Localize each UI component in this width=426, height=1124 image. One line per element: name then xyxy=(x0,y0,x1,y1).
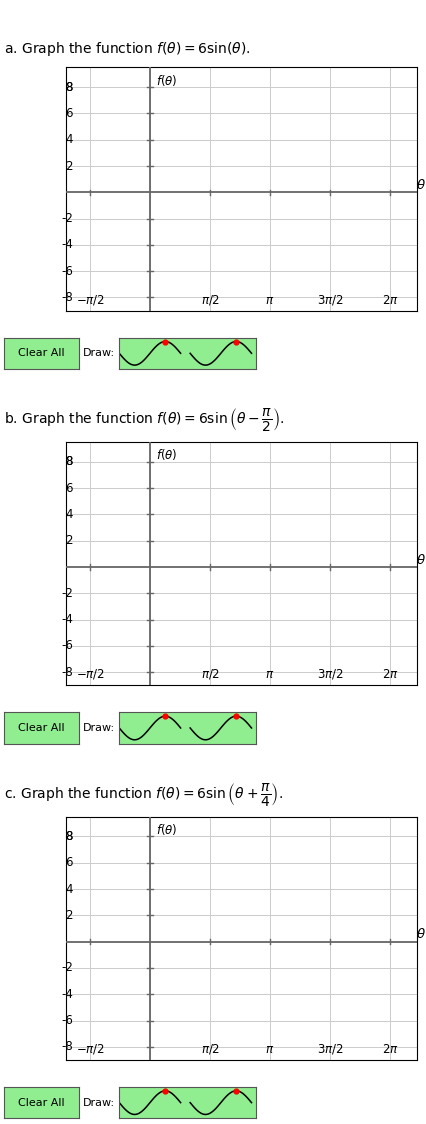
Text: $f(\theta)$: $f(\theta)$ xyxy=(156,73,177,88)
Text: $\theta$: $\theta$ xyxy=(416,553,426,566)
Text: 4: 4 xyxy=(66,134,73,146)
Text: c. Graph the function $f(\theta) = 6\sin\left(\theta + \dfrac{\pi}{4}\right)$.: c. Graph the function $f(\theta) = 6\sin… xyxy=(4,781,283,808)
Text: Clear All: Clear All xyxy=(18,1098,65,1107)
Text: 6: 6 xyxy=(66,856,73,869)
Text: b. Graph the function $f(\theta) = 6\sin\left(\theta - \dfrac{\pi}{2}\right)$.: b. Graph the function $f(\theta) = 6\sin… xyxy=(4,406,285,433)
Text: Draw:: Draw: xyxy=(83,348,115,359)
Text: -8: -8 xyxy=(61,665,73,679)
Text: $3\pi/2$: $3\pi/2$ xyxy=(317,292,343,307)
Text: 8: 8 xyxy=(66,830,73,843)
Text: 2: 2 xyxy=(66,534,73,547)
Text: 2: 2 xyxy=(66,909,73,922)
Text: $\pi$: $\pi$ xyxy=(265,669,275,681)
Text: $\pi$: $\pi$ xyxy=(265,293,275,307)
Text: $-\pi/2$: $-\pi/2$ xyxy=(76,292,104,307)
Text: -2: -2 xyxy=(61,587,73,600)
Text: $\pi$: $\pi$ xyxy=(265,1043,275,1055)
Text: Clear All: Clear All xyxy=(18,348,65,359)
Text: $\pi/2$: $\pi/2$ xyxy=(201,668,219,681)
Text: $f(\theta)$: $f(\theta)$ xyxy=(156,822,177,837)
Text: $-\pi/2$: $-\pi/2$ xyxy=(76,1042,104,1055)
Text: -2: -2 xyxy=(61,212,73,225)
Text: 6: 6 xyxy=(66,481,73,495)
Text: Draw:: Draw: xyxy=(83,1098,115,1107)
Text: -4: -4 xyxy=(61,988,73,1000)
Text: -8: -8 xyxy=(61,1041,73,1053)
Text: -6: -6 xyxy=(61,640,73,652)
Text: -8: -8 xyxy=(61,291,73,303)
Text: -4: -4 xyxy=(61,613,73,626)
Text: Draw:: Draw: xyxy=(83,723,115,733)
Text: $2\pi$: $2\pi$ xyxy=(382,669,398,681)
Text: 8: 8 xyxy=(66,81,73,93)
Text: a. Graph the function $f(\theta) = 6\sin(\theta)$.: a. Graph the function $f(\theta) = 6\sin… xyxy=(4,40,251,58)
Text: 8: 8 xyxy=(66,455,73,469)
Text: 4: 4 xyxy=(66,508,73,520)
Text: $3\pi/2$: $3\pi/2$ xyxy=(317,1042,343,1055)
Text: $-\pi/2$: $-\pi/2$ xyxy=(76,668,104,681)
Text: $\pi/2$: $\pi/2$ xyxy=(201,1042,219,1055)
Text: 8: 8 xyxy=(66,81,73,93)
Text: 8: 8 xyxy=(66,455,73,469)
Text: $f(\theta)$: $f(\theta)$ xyxy=(156,447,177,462)
Text: -6: -6 xyxy=(61,1014,73,1027)
Text: 4: 4 xyxy=(66,882,73,896)
Text: 8: 8 xyxy=(66,830,73,843)
Text: $\theta$: $\theta$ xyxy=(416,927,426,942)
Text: $\pi/2$: $\pi/2$ xyxy=(201,292,219,307)
Text: -2: -2 xyxy=(61,961,73,975)
Text: 6: 6 xyxy=(66,107,73,120)
Text: $2\pi$: $2\pi$ xyxy=(382,293,398,307)
Text: Clear All: Clear All xyxy=(18,723,65,733)
Text: 2: 2 xyxy=(66,160,73,172)
Text: -6: -6 xyxy=(61,264,73,278)
Text: $2\pi$: $2\pi$ xyxy=(382,1043,398,1055)
Text: -4: -4 xyxy=(61,238,73,252)
Text: $3\pi/2$: $3\pi/2$ xyxy=(317,668,343,681)
Text: $\theta$: $\theta$ xyxy=(416,178,426,192)
